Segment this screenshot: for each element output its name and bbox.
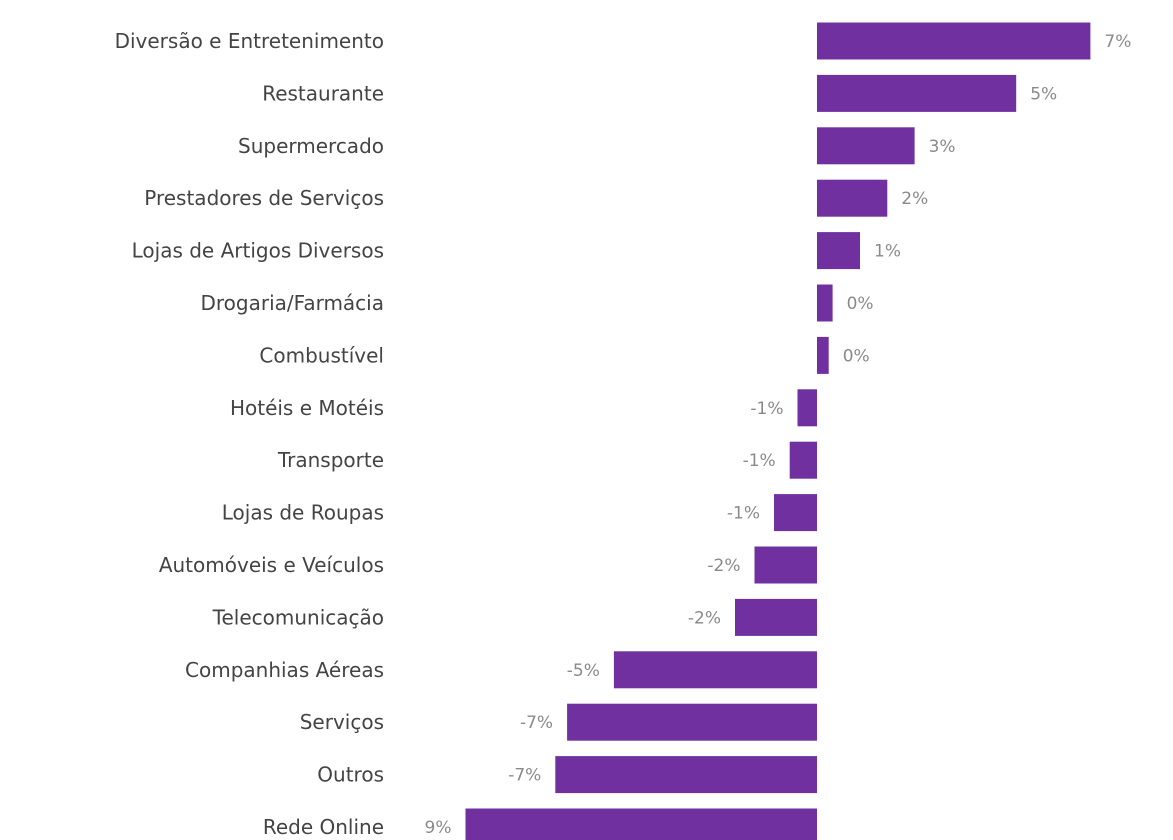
data-label-supermercado: 3% bbox=[929, 137, 956, 157]
bar-rede-online bbox=[465, 808, 817, 840]
category-label-rede-online: Rede Online bbox=[263, 815, 384, 839]
bar-automoveis-e-veiculos bbox=[754, 546, 817, 584]
category-label-servicos: Serviços bbox=[300, 710, 384, 734]
data-label-diversao-e-entretenimento: 7% bbox=[1104, 32, 1131, 52]
data-label-servicos: -7% bbox=[520, 713, 553, 733]
category-label-diversao-e-entretenimento: Diversão e Entretenimento bbox=[115, 29, 384, 53]
category-label-telecomunicacao: Telecomunicação bbox=[212, 605, 384, 629]
data-label-outros: -7% bbox=[508, 766, 541, 786]
data-label-combustivel: 0% bbox=[843, 346, 870, 366]
bar-drogaria-farmacia bbox=[817, 284, 833, 322]
data-label-automoveis-e-veiculos: -2% bbox=[707, 556, 740, 576]
data-label-drogaria-farmacia: 0% bbox=[847, 294, 874, 314]
bar-telecomunicacao bbox=[735, 598, 817, 636]
data-label-lojas-de-artigos-diversos: 1% bbox=[874, 242, 901, 262]
data-label-telecomunicacao: -2% bbox=[688, 608, 721, 628]
bar-supermercado bbox=[817, 127, 915, 165]
category-label-combustivel: Combustível bbox=[259, 343, 384, 367]
bar-lojas-de-artigos-diversos bbox=[817, 232, 860, 270]
category-label-drogaria-farmacia: Drogaria/Farmácia bbox=[201, 291, 385, 315]
bar-diversao-e-entretenimento bbox=[817, 22, 1091, 60]
category-label-hoteis-e-moteis: Hotéis e Motéis bbox=[230, 396, 384, 420]
data-label-lojas-de-roupas: -1% bbox=[727, 504, 760, 524]
bar-lojas-de-roupas bbox=[774, 494, 817, 532]
bar-outros bbox=[555, 756, 817, 794]
category-label-transporte: Transporte bbox=[277, 448, 384, 472]
category-label-lojas-de-artigos-diversos: Lojas de Artigos Diversos bbox=[132, 239, 384, 263]
data-labels-group: 7% 5% 3% 2% 1% 0% 0% -1% -1% -1% -2% -2% -5% -7% -7% 9% bbox=[425, 32, 1132, 838]
category-label-prestadores-de-servicos: Prestadores de Serviços bbox=[144, 186, 384, 210]
bar-transporte bbox=[789, 441, 817, 479]
bar-hoteis-e-moteis bbox=[797, 389, 817, 427]
bars-group bbox=[465, 22, 1091, 840]
data-label-restaurante: 5% bbox=[1030, 84, 1057, 104]
bar-restaurante bbox=[817, 74, 1017, 112]
bar-servicos bbox=[567, 703, 817, 741]
bar-prestadores-de-servicos bbox=[817, 179, 888, 217]
bar-companhias-aereas bbox=[613, 651, 817, 689]
category-label-supermercado: Supermercado bbox=[238, 134, 384, 158]
category-label-lojas-de-roupas: Lojas de Roupas bbox=[222, 501, 384, 525]
data-label-transporte: -1% bbox=[743, 451, 776, 471]
category-label-companhias-aereas: Companhias Aéreas bbox=[185, 658, 384, 682]
data-label-companhias-aereas: -5% bbox=[567, 661, 600, 681]
category-labels-group: Diversão e Entretenimento Restaurante Supe… bbox=[115, 29, 384, 839]
category-label-restaurante: Restaurante bbox=[262, 81, 384, 105]
bar-combustivel bbox=[817, 336, 829, 374]
category-label-automoveis-e-veiculos: Automóveis e Veículos bbox=[159, 553, 384, 577]
data-label-prestadores-de-servicos: 2% bbox=[901, 189, 928, 209]
data-label-rede-online: 9% bbox=[425, 818, 452, 838]
data-label-hoteis-e-moteis: -1% bbox=[750, 399, 783, 419]
category-label-outros: Outros bbox=[317, 763, 384, 787]
